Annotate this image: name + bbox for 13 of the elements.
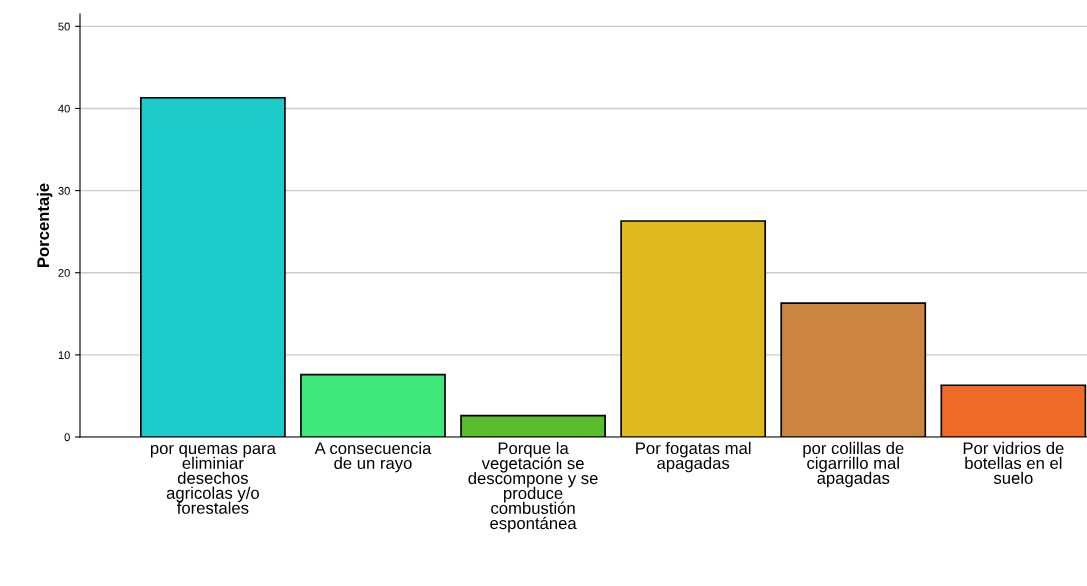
x-tick-label: A consecuencia de un rayo [314, 441, 432, 473]
x-tick-label: Por vidrios de botellas en el suelo [963, 441, 1064, 484]
y-tick-label: 40 [58, 104, 70, 113]
y-tick-label: 50 [58, 22, 70, 31]
x-tick-label: por quemas para eliminiar desechos agricolas y/o forestales [150, 444, 276, 514]
y-tick-label: 30 [58, 186, 70, 195]
y-tick-label: 0 [64, 433, 70, 442]
y-tick-label: 10 [58, 351, 70, 359]
y-axis-title: Porcentaje [36, 183, 53, 267]
x-tick-label: por colillas de cigarrillo mal apagadas [803, 441, 904, 488]
x-tick-label: Porque la vegetación se descompone y se produce combustión espontánea [468, 441, 598, 533]
x-tick-label: Por fogatas mal apagadas [636, 441, 751, 473]
y-tick-label: 20 [58, 269, 70, 277]
